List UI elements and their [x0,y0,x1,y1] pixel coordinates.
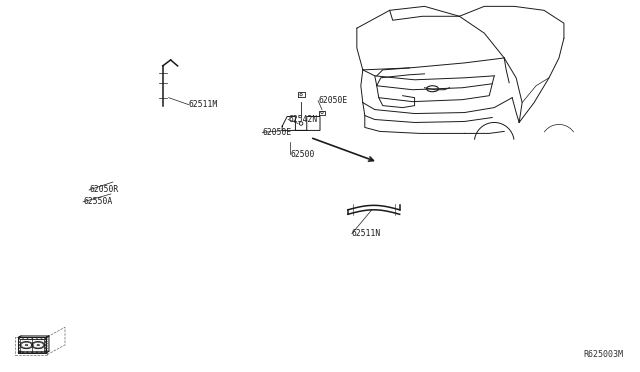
Polygon shape [46,336,49,353]
Text: 62542N: 62542N [288,115,317,124]
Text: 62050R: 62050R [89,186,118,195]
Text: 62511M: 62511M [189,100,218,109]
Text: 62050E: 62050E [262,128,291,137]
Text: 62511N: 62511N [352,229,381,238]
Polygon shape [19,337,46,353]
Text: 62500: 62500 [290,150,314,159]
Text: 62050E: 62050E [318,96,348,105]
Text: R625003M: R625003M [584,350,623,359]
Text: 62550A: 62550A [83,198,112,206]
Polygon shape [19,336,49,337]
